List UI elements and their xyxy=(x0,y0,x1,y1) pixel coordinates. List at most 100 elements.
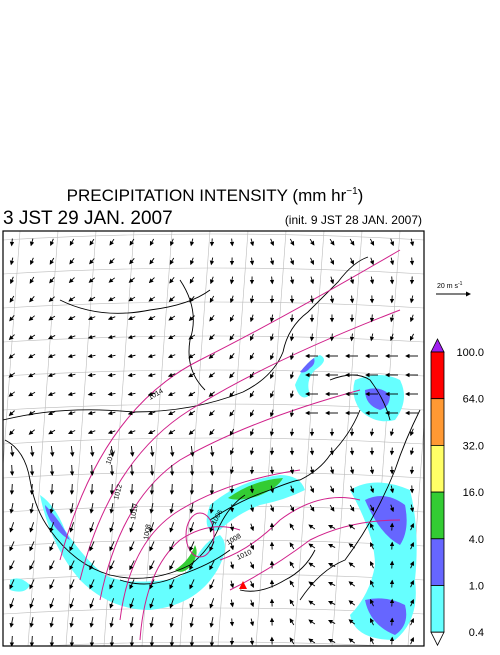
wind-arrow xyxy=(309,620,315,624)
wind-arrow xyxy=(70,598,73,607)
isobar-label: 1012 xyxy=(105,449,117,466)
isobar-label: 1008 xyxy=(226,533,243,547)
wind-arrow xyxy=(172,484,173,494)
vector-legend-label: 20 m s-1 xyxy=(437,281,463,290)
wind-arrow xyxy=(231,600,232,607)
wind-arrow xyxy=(91,617,93,627)
wind-arrow xyxy=(290,239,293,245)
wind-arrow xyxy=(309,601,315,605)
wind-arrow xyxy=(109,297,115,300)
wind-arrow xyxy=(169,316,175,320)
wind-arrow xyxy=(190,522,193,531)
wind-arrow xyxy=(9,354,14,358)
wind-arrow xyxy=(210,334,215,339)
wind-arrow xyxy=(72,465,73,475)
wind-arrow xyxy=(251,600,253,607)
title-exponent: −1 xyxy=(346,186,358,197)
wind-arrow xyxy=(329,601,335,604)
wind-arrow xyxy=(251,334,254,340)
wind-arrow xyxy=(52,636,53,646)
wind-arrow xyxy=(370,239,373,245)
wind-arrow xyxy=(231,581,233,588)
wind-arrow xyxy=(271,258,273,265)
wind-arrow xyxy=(12,484,13,494)
wind-arrow xyxy=(331,467,333,474)
wind-arrow xyxy=(190,277,194,283)
wind-arrow xyxy=(109,355,116,356)
wind-arrow xyxy=(412,467,413,474)
wind-arrow xyxy=(49,393,56,396)
wind-arrow xyxy=(89,355,96,356)
parallel xyxy=(3,438,424,444)
wind-arrow xyxy=(290,600,294,606)
wind-arrow xyxy=(150,278,155,283)
wind-arrow xyxy=(250,391,254,397)
wind-arrow xyxy=(92,465,93,475)
wind-arrow xyxy=(349,582,355,586)
wind-arrow xyxy=(329,620,335,623)
wind-arrow xyxy=(29,316,34,321)
wind-arrow xyxy=(29,335,35,339)
wind-arrow xyxy=(51,239,54,245)
wind-arrow xyxy=(91,446,92,456)
wind-arrow xyxy=(31,239,33,246)
wind-arrow xyxy=(310,505,314,511)
wind-arrow xyxy=(309,525,315,529)
wind-arrow xyxy=(230,353,234,358)
isobar-label: 1012 xyxy=(113,484,124,501)
wind-arrow xyxy=(129,297,135,301)
isobar-label: 1010 xyxy=(236,549,253,562)
wind-arrow xyxy=(32,636,33,646)
wind-arrow xyxy=(12,465,13,475)
wind-arrow xyxy=(271,334,273,341)
wind-arrow xyxy=(192,465,193,475)
wind-arrow xyxy=(352,448,353,455)
wind-arrow xyxy=(10,522,13,531)
wind-arrow xyxy=(30,277,34,283)
wind-arrow xyxy=(170,561,174,570)
wind-arrow xyxy=(10,296,14,302)
wind-arrow xyxy=(232,505,233,512)
wind-arrow xyxy=(412,258,413,265)
wind-arrow xyxy=(271,372,274,378)
wind-arrow xyxy=(350,239,354,245)
wind-arrow xyxy=(109,431,116,433)
wind-arrow xyxy=(90,522,93,531)
wind-arrow xyxy=(189,316,194,321)
vector-legend-exponent: -1 xyxy=(458,281,463,287)
parallel xyxy=(3,234,424,240)
wind-arrow xyxy=(49,335,55,338)
wind-arrow xyxy=(250,410,253,416)
wind-arrow xyxy=(252,638,253,645)
colorbar-label: 0.4 xyxy=(469,627,484,639)
wind-arrow xyxy=(152,465,153,475)
wind-arrow xyxy=(129,317,135,320)
wind-arrow xyxy=(309,544,315,548)
meridian xyxy=(484,231,500,646)
colorbar-bottom xyxy=(431,632,444,645)
map-frame xyxy=(3,231,424,646)
wind-arrow xyxy=(69,336,76,338)
parallel xyxy=(3,370,424,376)
wind-arrow xyxy=(210,429,214,434)
wind-arrow xyxy=(309,639,315,643)
wind-arrow xyxy=(411,619,414,625)
wind-arrow xyxy=(311,277,313,284)
wind-arrow xyxy=(230,315,233,321)
wind-arrow xyxy=(149,430,155,433)
parallel xyxy=(3,336,424,342)
wind-arrow xyxy=(129,393,136,394)
wind-arrow xyxy=(350,505,354,511)
wind-arrow xyxy=(189,392,195,396)
wind-arrow xyxy=(411,315,413,322)
wind-arrow xyxy=(290,619,294,625)
wind-arrow xyxy=(69,278,74,283)
wind-arrow xyxy=(211,446,212,456)
wind-arrow xyxy=(292,315,293,322)
colorbar-top xyxy=(431,339,444,352)
wind-arrow xyxy=(251,429,253,436)
wind-arrow xyxy=(89,297,95,301)
wind-arrow xyxy=(11,258,13,265)
wind-arrow xyxy=(271,239,274,245)
wind-arrow xyxy=(352,296,353,303)
